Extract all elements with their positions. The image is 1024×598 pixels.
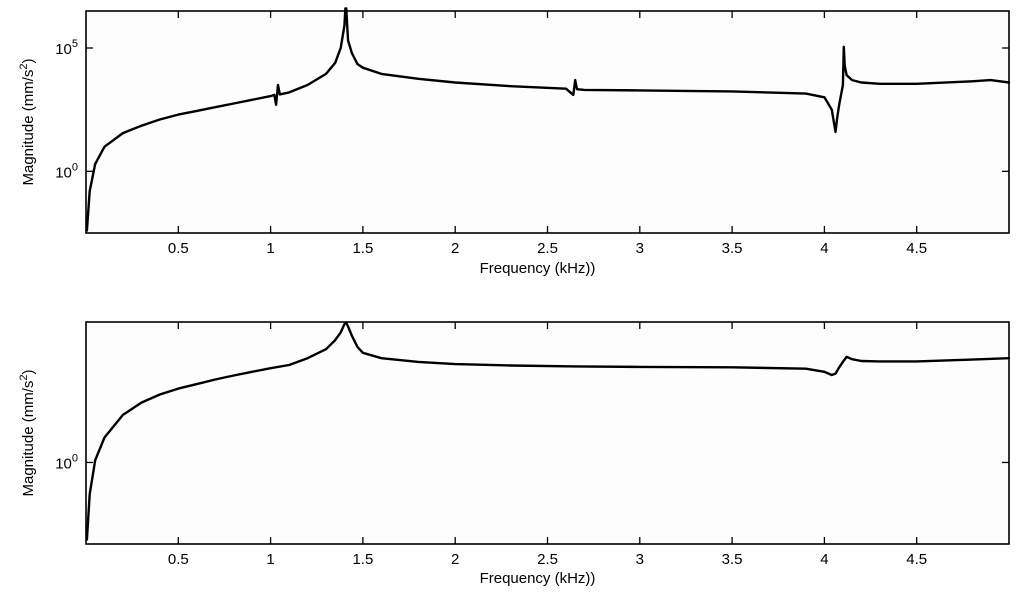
x-tick-label: 3 [636,240,644,257]
x-tick-label: 3 [636,551,644,568]
x-tick-label: 2.5 [537,240,558,257]
x-tick-label: 3.5 [722,240,743,257]
y-axis-label: Magnitude (mm/s2) [18,59,37,186]
x-tick-label: 0.5 [168,240,189,257]
x-tick-label: 3.5 [722,551,743,568]
x-tick-label: 4 [820,551,828,568]
x-tick-label: 1.5 [352,240,373,257]
y-tick-label: 100 [55,452,78,472]
y-tick-label: 100 [55,161,78,181]
x-tick-label: 0.5 [168,551,189,568]
x-tick-label: 1.5 [352,551,373,568]
x-tick-label: 2 [451,551,459,568]
series-line [85,7,1011,232]
bottom-panel: 0.5 1 1.5 2 2.5 3 3.5 4 4.5 100 Frequency (kHz)) Ma… [18,321,1011,587]
series-line [85,321,1011,541]
x-tick-label: 2 [451,240,459,257]
y-tick-label: 105 [55,38,78,58]
x-axis-label: Frequency (kHz)) [480,570,596,587]
top-panel: 0.5 1 1.5 2 2.5 3 3.5 4 4.5 100 105 Frequency (kHz)… [18,7,1011,277]
plot-frame [85,10,1010,234]
x-tick-label: 1 [266,551,274,568]
x-axis-label: Frequency (kHz)) [480,260,596,277]
x-tick-label: 2.5 [537,551,558,568]
x-tick-label: 4 [820,240,828,257]
x-tick-label: 1 [266,240,274,257]
x-tick-label: 4.5 [906,240,927,257]
plot-frame [85,321,1010,545]
y-axis-label: Magnitude (mm/s2) [18,370,37,497]
x-tick-label: 4.5 [906,551,927,568]
